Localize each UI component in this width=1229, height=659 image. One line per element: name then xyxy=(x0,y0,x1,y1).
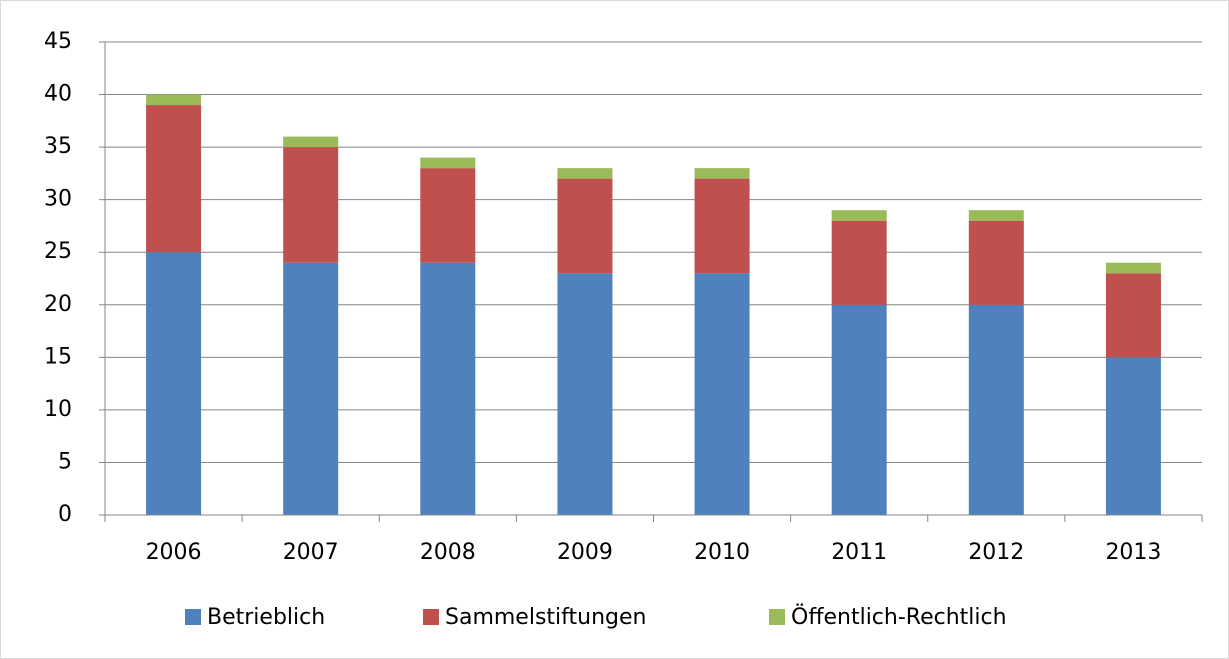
y-tick-label: 10 xyxy=(44,397,72,422)
bar-segment xyxy=(968,220,1024,305)
x-tick-label: 2011 xyxy=(831,540,887,565)
bar-segment xyxy=(283,136,339,148)
y-tick-label: 30 xyxy=(44,187,72,212)
legend-swatch xyxy=(769,609,785,625)
x-tick-label: 2008 xyxy=(420,540,476,565)
bar-segment xyxy=(831,210,887,221)
bar-segment xyxy=(694,178,750,274)
y-tick-label: 35 xyxy=(44,134,72,159)
x-tick-label: 2012 xyxy=(968,540,1024,565)
bar-segment xyxy=(831,304,887,515)
y-tick-label: 0 xyxy=(58,502,72,527)
legend-label: Öffentlich-Rechtlich xyxy=(791,604,1007,630)
bar-segment xyxy=(146,105,202,253)
bar-segment xyxy=(831,220,887,305)
bar-segment xyxy=(1105,357,1161,515)
bar-segment xyxy=(557,273,613,515)
x-tick-label: 2006 xyxy=(146,540,202,565)
x-tick-label: 2009 xyxy=(557,540,613,565)
bar-segment xyxy=(968,304,1024,515)
legend-label: Betrieblich xyxy=(207,605,325,630)
bar-segment xyxy=(1105,262,1161,274)
legend-label: Sammelstiftungen xyxy=(445,605,646,630)
bar-segment xyxy=(1105,273,1161,358)
bar-segment xyxy=(283,147,339,263)
bar-segment xyxy=(557,168,613,179)
bar-segment xyxy=(283,262,339,515)
y-tick-label: 20 xyxy=(44,292,72,317)
bar-segment xyxy=(557,178,613,274)
x-tick-label: 2010 xyxy=(694,540,750,565)
x-tick-label: 2007 xyxy=(283,540,339,565)
legend-swatch xyxy=(185,609,201,625)
bar-segment xyxy=(420,168,476,263)
bar-segment xyxy=(420,157,476,169)
x-tick-label: 2013 xyxy=(1105,540,1161,565)
y-tick-label: 45 xyxy=(44,29,72,54)
bar-segment xyxy=(146,94,202,106)
y-tick-label: 40 xyxy=(44,82,72,107)
bar-segment xyxy=(968,210,1024,221)
y-tick-label: 15 xyxy=(44,344,72,369)
bar-segment xyxy=(146,252,202,515)
y-tick-label: 25 xyxy=(44,239,72,264)
y-tick-label: 5 xyxy=(58,449,72,474)
bar-segment xyxy=(694,273,750,515)
legend-swatch xyxy=(423,609,439,625)
bar-segment xyxy=(694,168,750,179)
bar-segment xyxy=(420,262,476,515)
